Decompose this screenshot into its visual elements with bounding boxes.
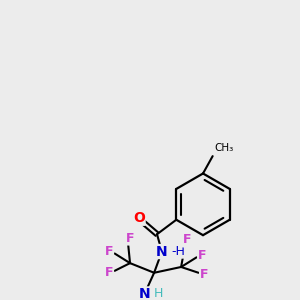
Text: F: F xyxy=(105,266,113,279)
Text: -H: -H xyxy=(172,245,185,258)
Text: O: O xyxy=(133,211,145,225)
Text: N: N xyxy=(139,287,150,300)
Text: F: F xyxy=(105,245,113,258)
Text: CH₃: CH₃ xyxy=(214,143,234,153)
Text: F: F xyxy=(183,233,191,247)
Text: F: F xyxy=(198,249,207,262)
Text: H: H xyxy=(154,287,164,300)
Text: F: F xyxy=(126,232,134,244)
Text: F: F xyxy=(200,268,208,281)
Text: N: N xyxy=(156,244,168,259)
